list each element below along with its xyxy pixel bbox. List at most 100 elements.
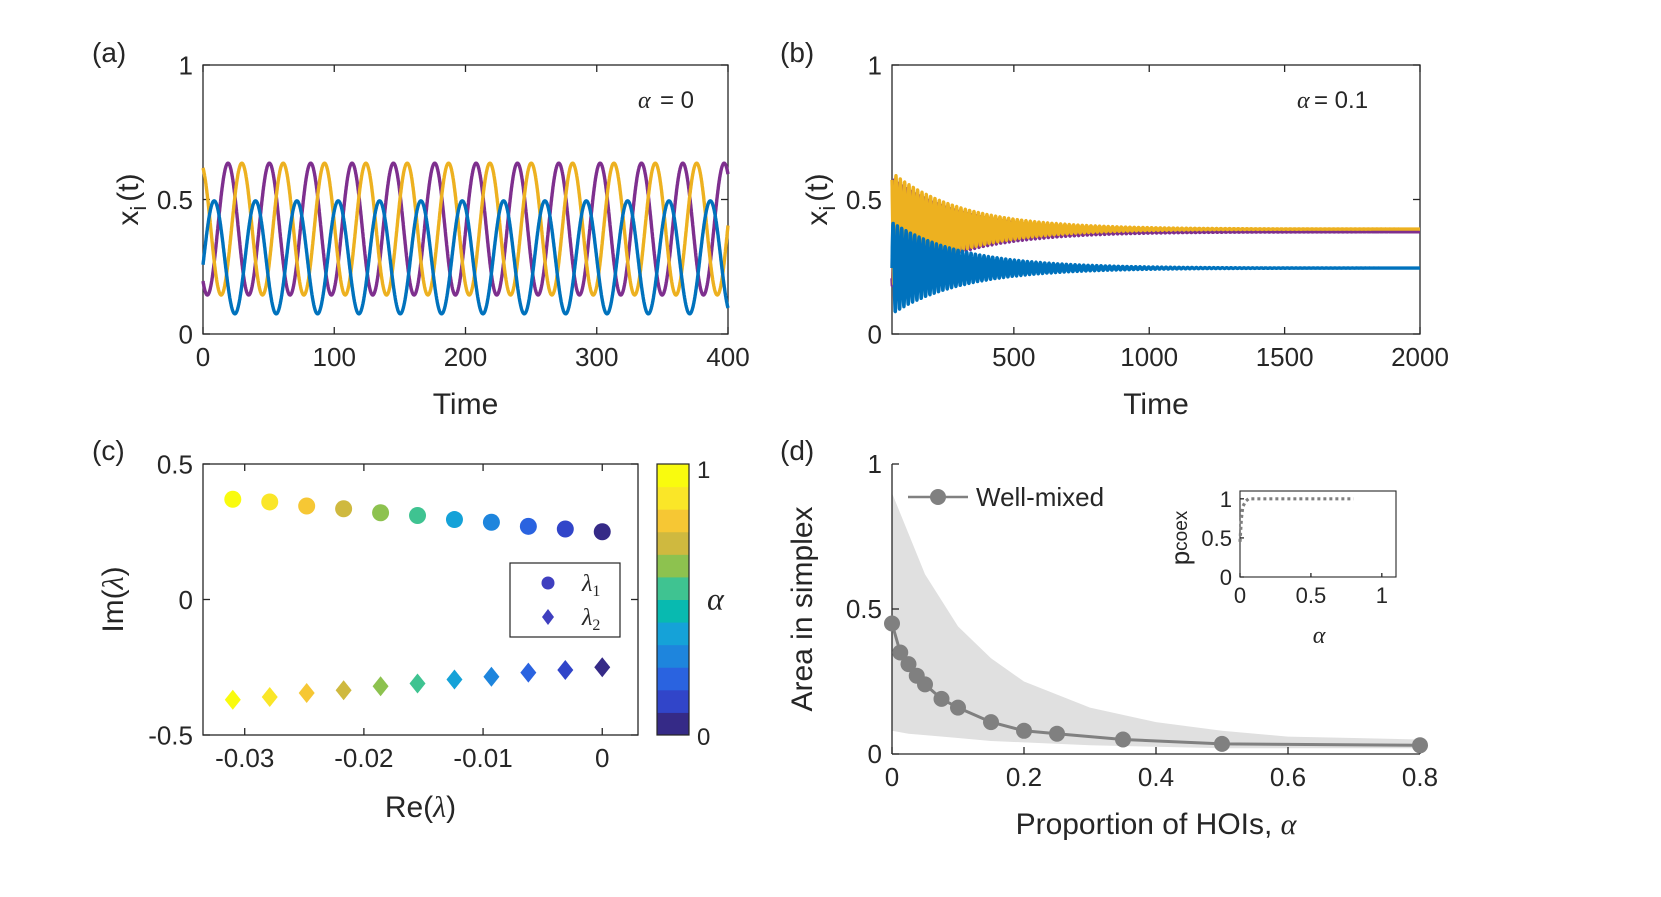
- chart-a-x-tick-label: 0: [196, 342, 210, 372]
- chart-c-colorbar-label: α: [707, 581, 725, 617]
- chart-c-x-tick-label: -0.02: [334, 743, 393, 773]
- chart-d-legend-label: Well-mixed: [976, 482, 1104, 512]
- chart-d-x-tick-label: 0.2: [1006, 762, 1042, 792]
- chart-c-lambda2-point: [520, 662, 537, 683]
- chart-c-lambda2-point: [594, 657, 611, 678]
- chart-b-series-species-3: [890, 221, 1422, 314]
- chart-c-lambda1-point: [261, 493, 279, 511]
- chart-c-x-tick-label: 0: [595, 743, 609, 773]
- chart-c-y-tick-label: 0.5: [157, 449, 193, 479]
- chart-b-annotation: α = 0.1: [1297, 87, 1368, 114]
- chart-d-series-point: [1115, 731, 1131, 748]
- chart-c-lambda1-point: [224, 490, 242, 508]
- chart-c-x-axis-label: Re(λ): [385, 791, 456, 824]
- chart-a-x-tick-label: 300: [575, 342, 618, 372]
- chart-c-lambda2-point: [261, 687, 278, 708]
- chart-d-inset-x-tick-label: 0.5: [1296, 583, 1327, 608]
- chart-c-lambda2-point: [224, 689, 241, 710]
- chart-c-colorbar-segment: [657, 554, 689, 578]
- chart-a-x-tick-label: 100: [313, 342, 356, 372]
- chart-d-inset-x-tick-label: 1: [1376, 583, 1388, 608]
- chart-b-y-axis-label: xi(t): [801, 173, 840, 225]
- chart-d-x-tick-label: 0.6: [1270, 762, 1306, 792]
- chart-c-colorbar-segment: [657, 712, 689, 736]
- panel-label-b: (b): [780, 37, 814, 68]
- chart-c-lambda1-point: [445, 511, 463, 529]
- chart-d-series-point: [1016, 722, 1032, 739]
- chart-d-inset-y-tick-label: 0: [1220, 565, 1232, 590]
- chart-d-inset-y-tick-label: 1: [1220, 487, 1232, 512]
- chart-b-alpha-symbol: α: [1297, 88, 1310, 114]
- chart-c-lambda1-point: [409, 506, 427, 524]
- chart-d-series-point: [892, 644, 909, 661]
- chart-d-x-tick-label: 0: [885, 762, 899, 792]
- chart-a-alpha-value: = 0: [660, 87, 694, 114]
- chart-d-x-axis-label: Proportion of HOIs, α: [1016, 808, 1298, 841]
- chart-a-annotation: α = 0: [638, 87, 694, 114]
- chart-a-y-tick-label: 0: [179, 319, 193, 349]
- chart-b-alpha-value: = 0.1: [1314, 87, 1368, 114]
- chart-c-lambda2-point: [557, 659, 574, 680]
- chart-d-x-tick-label: 0.8: [1402, 762, 1438, 792]
- chart-a-alpha-symbol: α: [638, 88, 651, 114]
- chart-d-x-tick-label: 0.4: [1138, 762, 1174, 792]
- chart-c-y-tick-label: 0: [179, 585, 193, 615]
- chart-a: 0 100 200 300 400 0 0.5 1 Time xi(t): [112, 50, 750, 421]
- chart-d-y-tick-label: 0: [868, 739, 882, 769]
- chart-a-x-tick-label: 400: [706, 342, 749, 372]
- chart-c-lambda2-point: [446, 669, 463, 690]
- chart-d-series-point: [950, 699, 966, 716]
- chart-c-colorbar-segment: [657, 464, 689, 488]
- chart-d-inset-y-axis-label: pcoex: [1165, 510, 1195, 565]
- chart-c-colorbar-segment: [657, 599, 689, 623]
- chart-c: -0.03 -0.02 -0.01 0 -0.5 0 0.5 λ1 λ2 1 0 α Re(λ) Im(λ…: [97, 449, 725, 824]
- chart-c-lambda2-point: [298, 682, 315, 703]
- chart-c-legend-circle-marker: [541, 576, 555, 590]
- chart-b-series-species-2: [890, 174, 1422, 286]
- chart-a-series-species-1: [201, 161, 730, 297]
- chart-a-y-tick-label: 1: [179, 50, 193, 80]
- chart-d-series-point: [1214, 735, 1230, 752]
- chart-c-y-axis-label: Im(λ): [97, 566, 130, 632]
- panel-label-d: (d): [780, 435, 814, 466]
- chart-c-legend-box: [509, 562, 621, 638]
- chart-c-x-tick-label: -0.01: [453, 743, 512, 773]
- chart-c-lambda1-point: [556, 520, 574, 538]
- chart-c-lambda2-point: [483, 666, 500, 687]
- chart-d: 0 0.2 0.4 0.6 0.8 0 0.5 1 Well-mixed Proportion o…: [786, 449, 1438, 841]
- chart-a-series-species-3: [201, 199, 730, 316]
- chart-d-inset-y-tick-label: 0.5: [1201, 526, 1232, 551]
- chart-d-series-point: [900, 656, 917, 673]
- chart-d-confidence-band: [892, 493, 1420, 749]
- chart-c-colorbar-frame: [656, 463, 690, 736]
- chart-d-y-tick-label: 1: [868, 449, 882, 479]
- chart-b-x-tick-label: 1000: [1120, 342, 1178, 372]
- chart-d-legend-marker: [930, 489, 946, 505]
- chart-c-colorbar-max-label: 1: [697, 457, 710, 484]
- chart-c-colorbar-segment: [657, 667, 689, 691]
- chart-c-lambda1-point: [482, 513, 500, 531]
- chart-c-lambda1-point: [298, 497, 316, 515]
- chart-d-inset-x-tick-label: 0: [1234, 583, 1246, 608]
- chart-c-lambda2-point: [335, 680, 352, 701]
- chart-c-legend-label: λ2: [581, 605, 600, 634]
- chart-c-lambda1-point: [593, 523, 611, 541]
- chart-a-y-axis-label: xi(t): [112, 173, 151, 225]
- chart-c-lambda1-point: [335, 500, 353, 518]
- chart-b-y-tick-label: 0.5: [846, 185, 882, 215]
- panel-label-a: (a): [92, 37, 126, 68]
- chart-b-y-tick-label: 0: [868, 319, 882, 349]
- chart-d-series-point: [917, 676, 933, 693]
- chart-d-y-axis-label: Area in simplex: [786, 506, 819, 711]
- chart-c-colorbar-segment: [657, 531, 689, 555]
- chart-d-inset-x-axis-label: α: [1313, 623, 1326, 649]
- chart-d-series-point: [933, 690, 950, 707]
- chart-c-lambda2-point: [409, 673, 426, 694]
- chart-d-series-point: [1412, 737, 1428, 754]
- chart-c-colorbar-segment: [657, 509, 689, 533]
- chart-c-lambda2-point: [372, 676, 389, 697]
- chart-c-legend-diamond-marker: [542, 609, 554, 625]
- chart-c-lambda1-point: [519, 517, 537, 535]
- chart-b: 500 1000 1500 2000 0 0.5 1 Time xi(t): [801, 50, 1449, 421]
